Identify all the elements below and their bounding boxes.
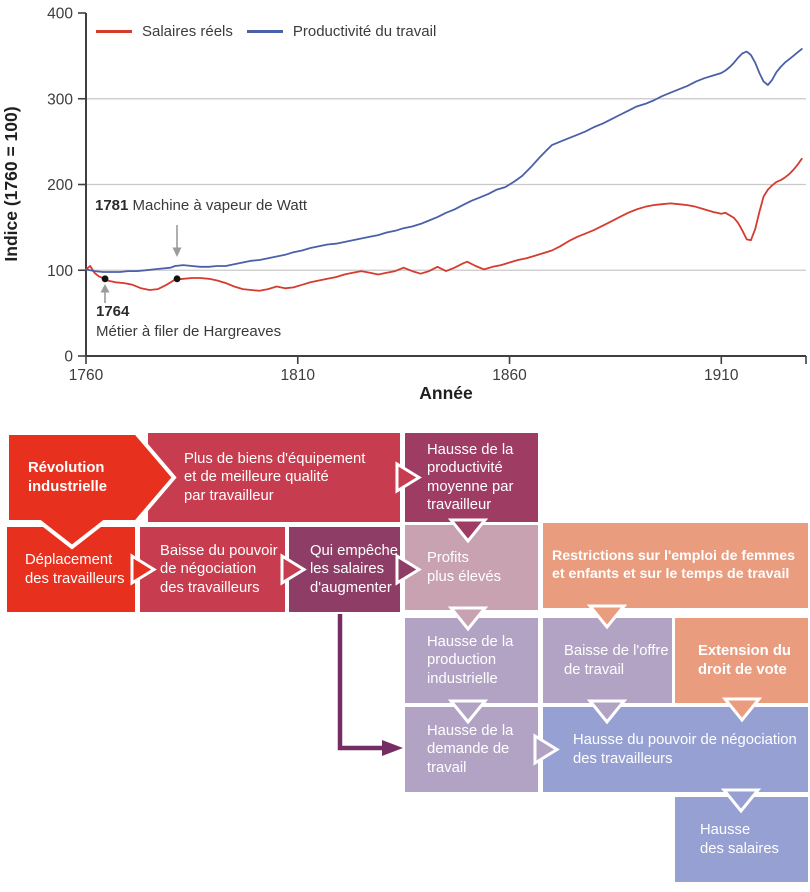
diagram-shapes (5, 431, 808, 882)
y-tick-label: 400 (47, 6, 73, 23)
arrow-restrictions-to-offre-icon (586, 604, 628, 630)
x-tick-label: 1860 (492, 367, 527, 384)
box-qui-empeche-shape (289, 527, 400, 612)
elbow-arrow-quiempeche-to-demande (337, 614, 383, 751)
box-hausse-production-shape (405, 618, 538, 703)
box-revolution-shape (5, 431, 177, 550)
x-tick-label: 1810 (281, 367, 316, 384)
y-axis-title: Indice (1760 = 100) (1, 106, 21, 261)
legend-label: Productivité du travail (292, 23, 437, 40)
annotation-hargreaves-year: 1764 (96, 303, 130, 320)
arrow-profits-to-production-icon (447, 606, 489, 632)
arrow-biens-to-productivite-icon (395, 461, 422, 494)
annotation-hargreaves-label: Métier à filer de Hargreaves (96, 322, 282, 340)
watt-annotation-arrow (172, 225, 182, 257)
annotation-watt-year: 1781 (95, 197, 129, 214)
event-marker (173, 275, 181, 283)
y-tick-label: 200 (47, 177, 73, 194)
elbow-arrowhead-icon (382, 740, 403, 756)
annotation-hargreaves: 1764 Métier à filer de Hargreaves (96, 302, 281, 341)
y-tick-label: 0 (64, 349, 73, 366)
arrow-productivite-to-profits-icon (447, 518, 489, 544)
box-baisse-offre-shape (543, 618, 672, 703)
box-baisse-pouvoir-shape (140, 527, 285, 612)
box-profits-shape (405, 525, 538, 610)
arrow-quiempeche-to-profits-icon (395, 553, 422, 586)
event-marker (101, 275, 109, 283)
arrow-deplacement-to-baisse-icon (130, 553, 157, 586)
box-restrictions-shape (543, 523, 808, 608)
arrow-baisse-to-quiempeche-icon (280, 553, 307, 586)
chart-legend: Salaires réels Productivité du travail (96, 23, 436, 40)
annotation-watt: 1781 Machine à vapeur de Watt (95, 196, 307, 216)
y-tick-label: 300 (47, 91, 73, 108)
arrow-demande-to-pouvoir-icon (533, 733, 560, 766)
red-line-swatch-icon (96, 30, 132, 33)
blue-line-swatch-icon (246, 30, 283, 33)
flow-diagram: Révolution industrielle Plus de biens d'… (0, 430, 810, 892)
legend-label: Salaires réels (142, 23, 233, 40)
box-hausse-demande-shape (405, 707, 538, 792)
arrow-production-to-demande-icon (447, 699, 489, 725)
chart-canvas: 0 100 200 300 400 1760 1810 1860 1910 Année Indice… (1, 6, 807, 403)
y-tick-label: 100 (47, 263, 73, 280)
box-hausse-productivite-shape (405, 433, 538, 522)
series-Productivité du travail (85, 48, 803, 273)
legend-item-salaires: Salaires réels (96, 23, 233, 40)
box-biens-shape (148, 433, 400, 522)
box-hausse-pouvoir-shape (543, 707, 808, 792)
x-tick-label: 1760 (69, 367, 104, 384)
series-Salaires réels (85, 157, 803, 292)
annotation-watt-label: Machine à vapeur de Watt (132, 197, 308, 214)
hargreaves-annotation-arrow (100, 284, 110, 303)
arrow-vote-to-pouvoir-icon (721, 697, 763, 723)
arrow-pouvoir-to-salaires-icon (720, 788, 762, 814)
box-extension-vote-shape (675, 618, 808, 703)
x-tick-label: 1910 (704, 367, 739, 384)
arrow-offre-to-pouvoir-icon (586, 699, 628, 725)
line-chart: 0 100 200 300 400 1760 1810 1860 1910 Année Indice… (0, 0, 810, 430)
x-axis-title: Année (419, 383, 473, 403)
legend-item-productivite: Productivité du travail (246, 23, 437, 40)
chart-render-layer: 0 100 200 300 400 1760 1810 1860 1910 Année Indice… (1, 6, 807, 403)
